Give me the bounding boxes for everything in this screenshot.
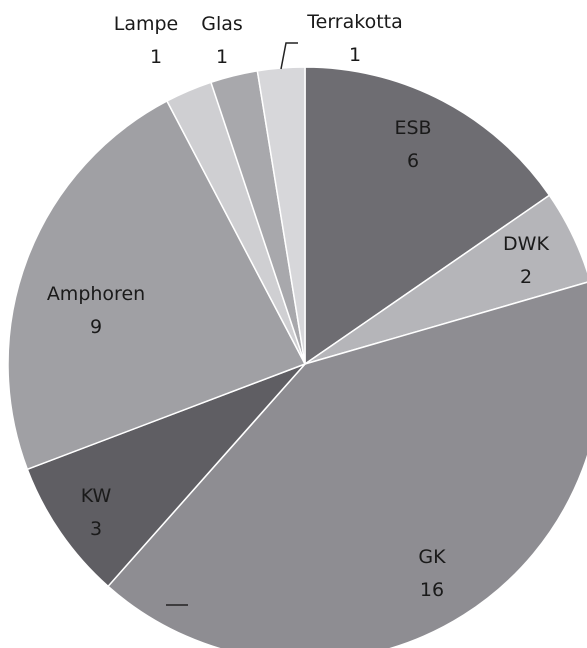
slice-label-terrakotta: Terrakotta — [306, 11, 403, 33]
slice-label-dwk: DWK — [503, 233, 549, 255]
slice-value-kw: 3 — [90, 518, 102, 540]
pie-slice-dwk — [304, 194, 587, 365]
pie-slices — [7, 66, 587, 648]
slice-label-esb: ESB — [394, 117, 431, 139]
slice-value-amphoren: 9 — [90, 316, 102, 338]
slice-label-kw: KW — [81, 485, 112, 507]
pie-slice-kw — [26, 363, 306, 588]
pie-slice-esb — [304, 66, 551, 366]
slice-labels: ESB 6 DWK 2 GK 16 KW 3 Amphoren 9 Lampe … — [47, 11, 550, 601]
slice-value-esb: 6 — [407, 150, 419, 172]
slice-value-lampe: 1 — [150, 46, 162, 68]
slice-value-glas: 1 — [216, 46, 228, 68]
leader-lines — [166, 42, 298, 606]
slice-value-dwk: 2 — [520, 266, 532, 288]
slice-value-terrakotta: 1 — [349, 44, 361, 66]
slice-label-amphoren: Amphoren — [47, 283, 145, 305]
pie-slice-gk — [106, 281, 587, 648]
pie-slice-amphoren — [7, 100, 307, 471]
slice-value-gk: 16 — [420, 579, 444, 601]
slice-label-lampe: Lampe — [114, 13, 179, 35]
leader-line-terrakotta — [280, 42, 298, 70]
slice-label-gk: GK — [418, 546, 446, 568]
slice-label-glas: Glas — [201, 13, 243, 35]
